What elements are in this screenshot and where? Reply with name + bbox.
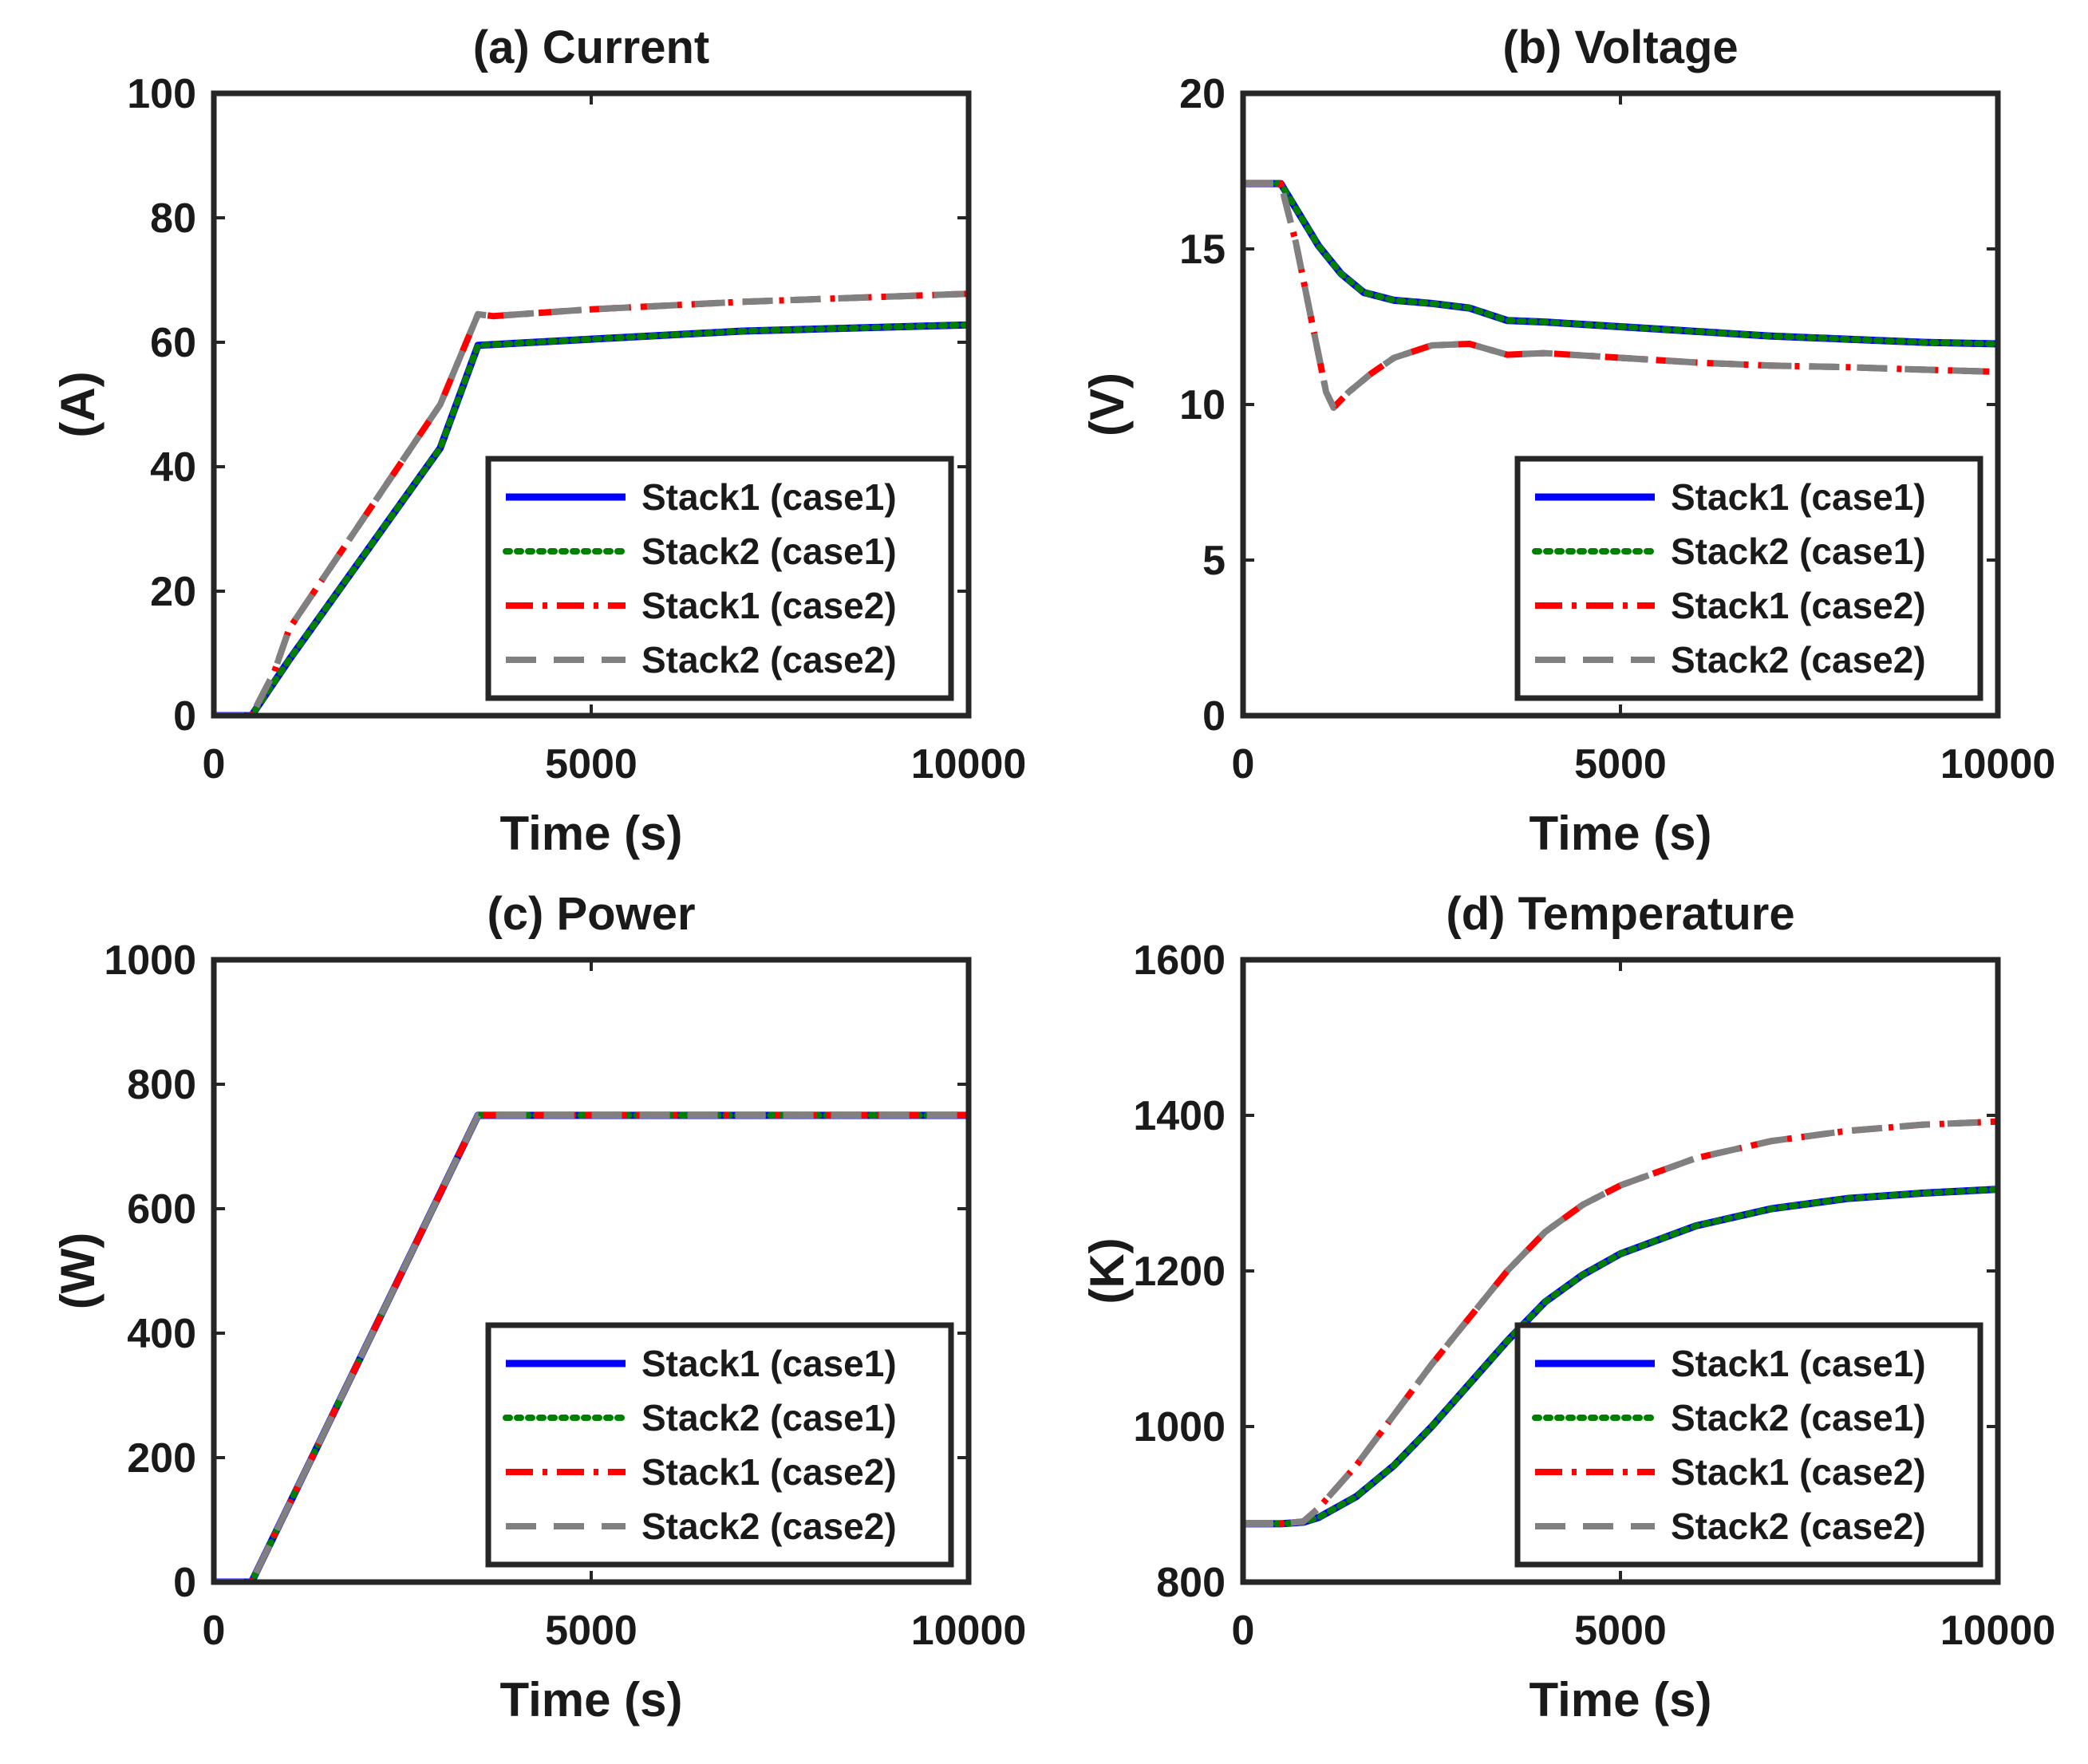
legend: Stack1 (case1) Stack2 (case1) Stack1 (case… [485, 456, 954, 701]
series-line-stack2-case2 [1243, 1118, 1998, 1527]
series-line-stack2-case2 [214, 1112, 969, 1582]
chart-panel-1: (b) Voltage 0 5 10 15 20 0 5000 10000 Time (s) (V)… [1080, 22, 2055, 860]
series-line-stack2-case1 [1243, 1186, 1998, 1527]
x-tick-label: 10000 [911, 1608, 1027, 1654]
chart-title: (a) Current [473, 22, 709, 73]
plot-frame [1240, 957, 2001, 1585]
series-group [214, 1111, 969, 1582]
x-axis-label: Time (s) [500, 807, 683, 860]
y-tick-label: 0 [1202, 693, 1226, 740]
x-tick-label: 0 [203, 1608, 226, 1654]
x-tick-label: 5000 [1574, 741, 1667, 787]
y-tick-label: 40 [150, 444, 196, 491]
legend-label: Stack2 (case2) [641, 639, 897, 681]
y-tick-label: 20 [1179, 71, 1226, 117]
legend-label: Stack2 (case2) [641, 1506, 897, 1547]
series-group [1243, 1118, 1998, 1528]
x-tick-label: 0 [1232, 1608, 1255, 1654]
x-tick-label: 5000 [1574, 1608, 1667, 1654]
legend-label: Stack1 (case1) [641, 1343, 897, 1384]
series-group [1243, 180, 1998, 411]
x-axis-label: Time (s) [1529, 1673, 1712, 1727]
y-tick-label: 1400 [1133, 1093, 1226, 1139]
x-tick-label: 10000 [911, 741, 1027, 787]
legend-label: Stack2 (case2) [1671, 639, 1926, 681]
legend-label: Stack1 (case2) [1671, 1451, 1926, 1493]
chart-panel-0: (a) Current 0 20 40 60 80 100 0 5000 10000 Time (s… [51, 22, 1026, 860]
x-tick-label: 0 [203, 741, 226, 787]
y-tick-label: 15 [1179, 227, 1226, 273]
series-line-stack2-case2 [214, 290, 969, 716]
y-tick-label: 400 [127, 1311, 196, 1357]
y-tick-label: 0 [173, 1560, 196, 1606]
x-tick-label: 10000 [1940, 1608, 2056, 1654]
y-tick-label: 100 [127, 71, 196, 117]
y-axis-label: (W) [51, 1233, 105, 1310]
legend: Stack1 (case1) Stack2 (case1) Stack1 (case… [1514, 1322, 1983, 1568]
legend: Stack1 (case1) Stack2 (case1) Stack1 (case… [485, 1322, 954, 1568]
x-tick-label: 5000 [545, 1608, 637, 1654]
series-group [214, 290, 969, 716]
y-tick-label: 1200 [1133, 1249, 1226, 1295]
y-tick-label: 0 [173, 693, 196, 740]
plot-frame [211, 957, 972, 1585]
y-tick-label: 1000 [1133, 1404, 1226, 1450]
y-tick-label: 1000 [104, 937, 196, 984]
legend-label: Stack1 (case2) [641, 585, 897, 626]
legend-label: Stack1 (case1) [1671, 476, 1926, 518]
y-axis-label: (V) [1080, 373, 1134, 436]
x-axis-label: Time (s) [1529, 807, 1712, 860]
series-line-stack2-case1 [1243, 180, 1998, 347]
y-tick-label: 800 [1156, 1560, 1226, 1606]
legend-label: Stack1 (case2) [1671, 585, 1926, 626]
legend-label: Stack1 (case2) [641, 1451, 897, 1493]
series-line-stack2-case2 [1243, 180, 1998, 411]
y-tick-label: 5 [1202, 538, 1226, 584]
y-tick-label: 600 [127, 1186, 196, 1233]
legend: Stack1 (case1) Stack2 (case1) Stack1 (case… [1514, 456, 1983, 701]
legend-label: Stack2 (case2) [1671, 1506, 1926, 1547]
y-tick-label: 80 [150, 195, 196, 242]
legend-label: Stack1 (case1) [1671, 1343, 1926, 1384]
chart-title: (d) Temperature [1446, 888, 1794, 940]
y-tick-label: 200 [127, 1435, 196, 1482]
y-tick-label: 20 [150, 569, 196, 615]
y-axis-label: (A) [51, 371, 105, 437]
chart-panel-3: (d) Temperature 800 1000 1200 1400 1600 0 5000 1… [1080, 888, 2055, 1727]
plot-frame [211, 90, 972, 719]
chart-title: (b) Voltage [1502, 22, 1738, 73]
legend-label: Stack2 (case1) [641, 531, 897, 572]
legend-label: Stack2 (case1) [1671, 531, 1926, 572]
legend-label: Stack1 (case1) [641, 476, 897, 518]
y-tick-label: 1600 [1133, 937, 1226, 984]
x-tick-label: 5000 [545, 741, 637, 787]
y-tick-label: 10 [1179, 382, 1226, 428]
x-tick-label: 0 [1232, 741, 1255, 787]
legend-label: Stack2 (case1) [641, 1397, 897, 1438]
y-tick-label: 60 [150, 320, 196, 366]
plot-frame [1240, 90, 2001, 719]
y-axis-label: (K) [1080, 1237, 1134, 1304]
legend-label: Stack2 (case1) [1671, 1397, 1926, 1438]
chart-title: (c) Power [487, 888, 695, 940]
x-axis-label: Time (s) [500, 1673, 683, 1727]
y-tick-label: 800 [127, 1062, 196, 1108]
x-tick-label: 10000 [1940, 741, 2056, 787]
